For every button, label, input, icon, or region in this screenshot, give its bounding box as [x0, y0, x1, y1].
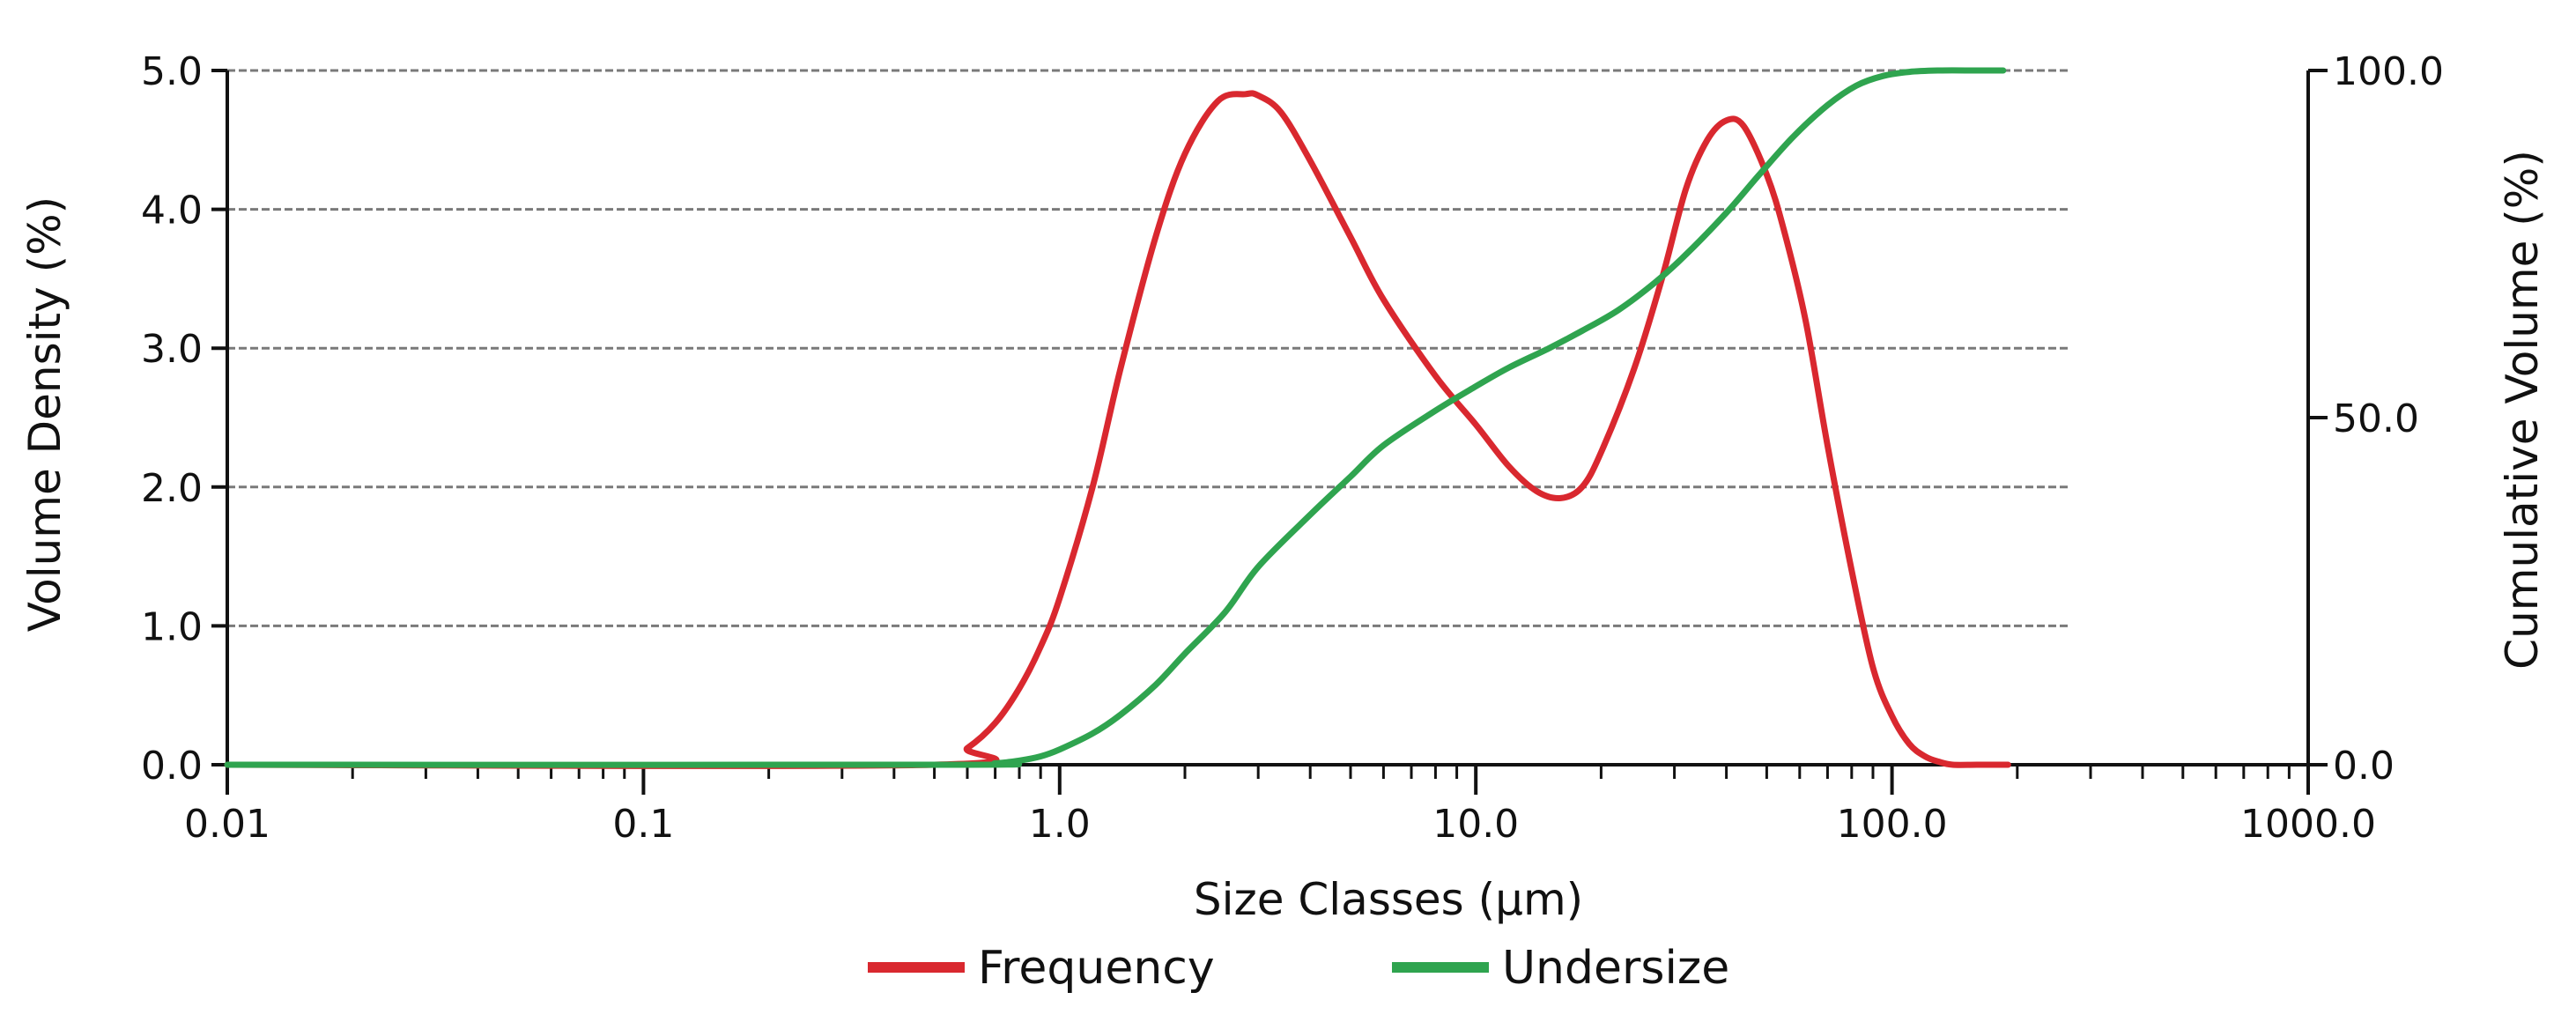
x-tick-label: 0.01	[184, 802, 270, 847]
x-tick-label: 0.1	[612, 802, 674, 847]
x-tick-label: 10.0	[1432, 802, 1519, 847]
x-tick-label: 1000.0	[2240, 802, 2376, 847]
legend: Frequency Undersize	[868, 942, 1729, 995]
series-lines	[224, 67, 2011, 769]
x-tick-label: 100.0	[1837, 802, 1948, 847]
series-line-undersize	[224, 67, 2007, 768]
y-left-tick-label: 3.0	[141, 327, 203, 372]
series-line-frequency	[224, 90, 2011, 769]
legend-item-frequency[interactable]: Frequency	[868, 942, 1215, 995]
y-right-tick-label: 0.0	[2333, 744, 2395, 789]
y-left-tick-label: 4.0	[141, 189, 203, 233]
y-left-tick-label: 2.0	[141, 466, 203, 511]
legend-label-undersize: Undersize	[1502, 942, 1729, 995]
x-axis-title: Size Classes (µm)	[1194, 874, 1583, 925]
legend-label-frequency: Frequency	[978, 942, 1215, 995]
y-left-tick-label: 1.0	[141, 604, 203, 649]
axis-labels: Size Classes (µm) Volume Density (%) Cum…	[19, 150, 2548, 925]
y-left-tick-label: 5.0	[141, 49, 203, 94]
gridlines	[227, 69, 2070, 627]
y-axis-left-title: Volume Density (%)	[19, 196, 70, 632]
x-tick-label: 1.0	[1029, 802, 1091, 847]
legend-item-undersize[interactable]: Undersize	[1392, 942, 1729, 995]
axes: 0.0 1.0 2.0 3.0 4.0 5.0 0.0 50.0 100.0 0.01 0.1 1.0…	[141, 49, 2444, 847]
y-right-tick-label: 100.0	[2333, 49, 2444, 94]
y-axis-right-title: Cumulative Volume (%)	[2497, 150, 2548, 670]
y-right-tick-label: 50.0	[2333, 396, 2419, 441]
y-left-tick-label: 0.0	[141, 744, 203, 789]
